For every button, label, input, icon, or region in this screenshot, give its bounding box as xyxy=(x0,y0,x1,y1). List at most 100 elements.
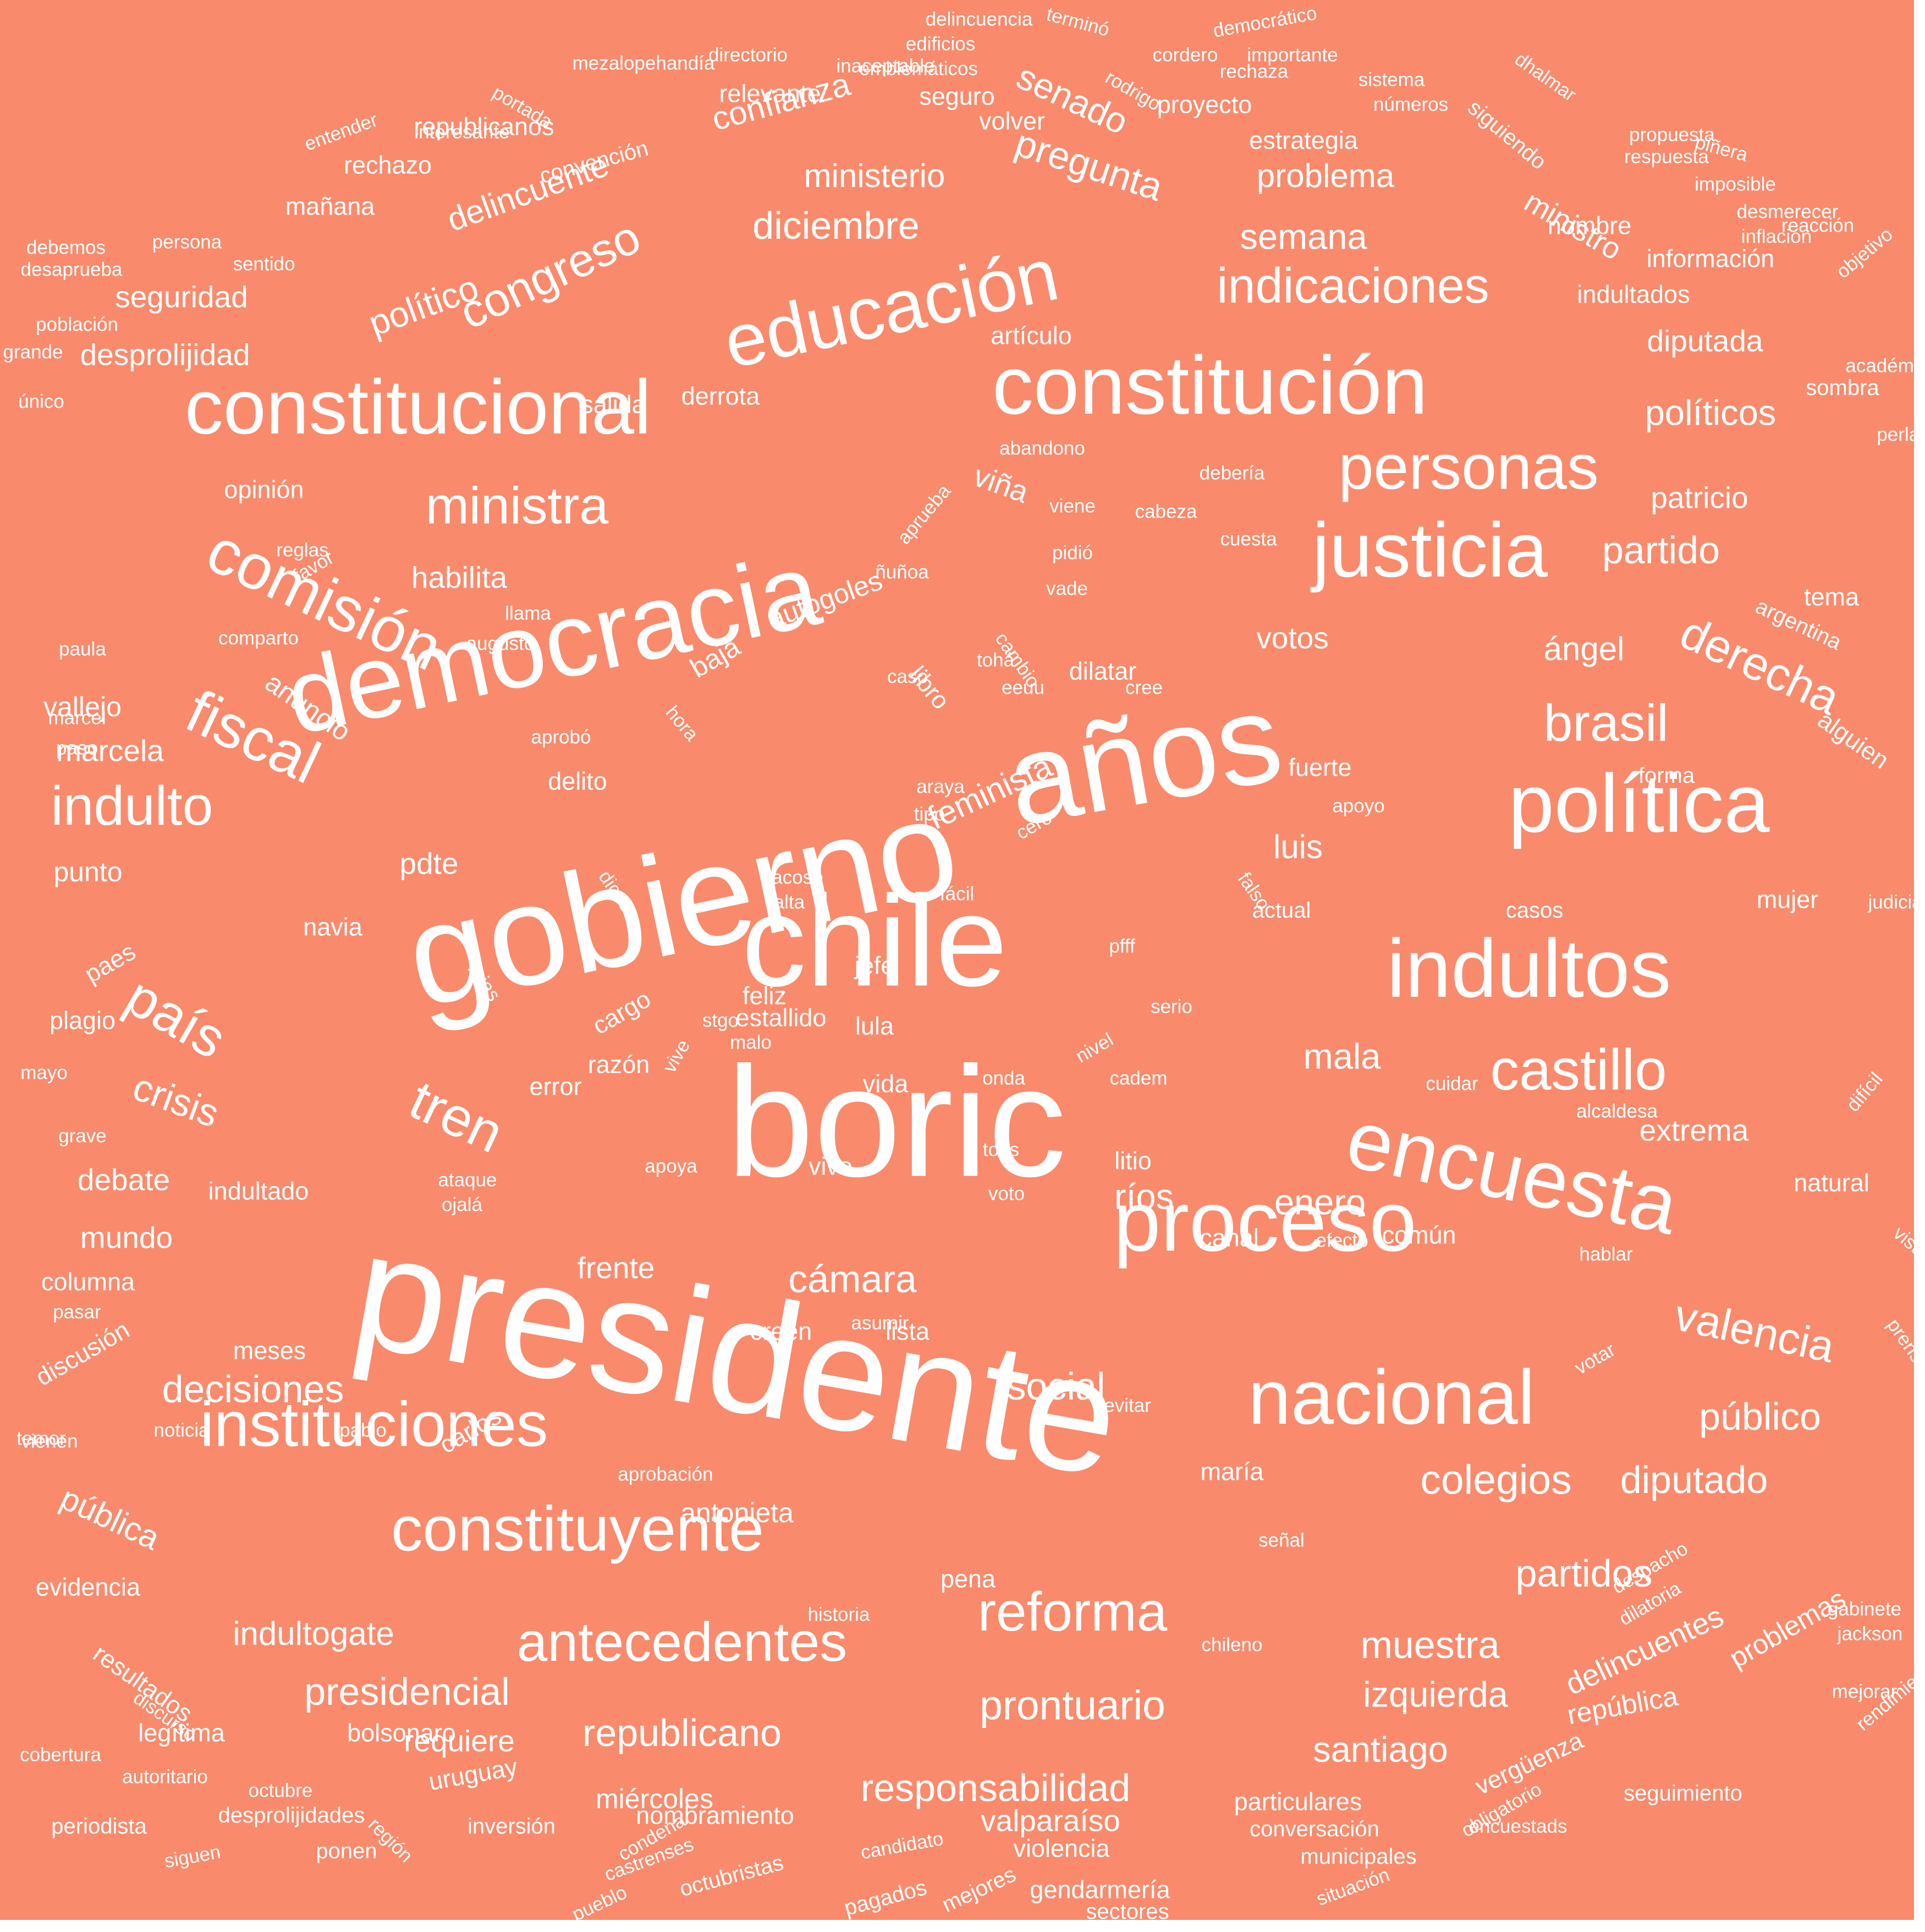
cloud-word: paula xyxy=(59,638,106,660)
cloud-word: fácil xyxy=(939,883,975,905)
cloud-word: santiago xyxy=(1313,1729,1448,1770)
cloud-word: pasar xyxy=(53,1301,101,1323)
cloud-word: aprobó xyxy=(531,726,591,748)
cloud-word: semana xyxy=(1240,216,1367,257)
cloud-word: jackson xyxy=(1837,1623,1903,1645)
cloud-word: salida xyxy=(581,390,646,419)
cloud-word: meses xyxy=(233,1336,306,1365)
cloud-word: patricio xyxy=(1651,480,1748,515)
cloud-word: historia xyxy=(807,1604,870,1626)
cloud-word: creen xyxy=(750,1317,812,1346)
cloud-word: indultogate xyxy=(233,1615,394,1652)
cloud-word: dilatar xyxy=(1069,657,1137,685)
cloud-word: indulto xyxy=(51,775,213,837)
cloud-word: personas xyxy=(1338,432,1599,503)
cloud-word: debemos xyxy=(26,237,106,259)
cloud-word: debate xyxy=(77,1162,170,1197)
cloud-word: seguimiento xyxy=(1624,1781,1742,1805)
cloud-word: estrategia xyxy=(1249,126,1358,155)
cloud-word: republicano xyxy=(582,1711,782,1754)
cloud-word: desaprueba xyxy=(20,259,123,281)
cloud-word: cuidar xyxy=(1426,1073,1478,1095)
cloud-word: judicial xyxy=(1868,891,1925,913)
cloud-word: evitar xyxy=(1104,1395,1151,1417)
cloud-word: ñuñoa xyxy=(875,561,929,583)
cloud-word: reglas xyxy=(276,539,329,561)
cloud-word: ríos xyxy=(1114,1176,1174,1217)
cloud-word: vade xyxy=(1046,578,1088,600)
cloud-word: feliz xyxy=(742,981,787,1010)
cloud-word: requiere xyxy=(404,1724,515,1758)
cloud-word: mujer xyxy=(1756,885,1819,914)
cloud-word: pena xyxy=(940,1565,996,1593)
cloud-word: inflación xyxy=(1741,226,1812,248)
cloud-word: canal xyxy=(1200,1223,1259,1252)
cloud-word: indultado xyxy=(208,1177,309,1205)
cloud-word: eeuu xyxy=(1002,677,1044,699)
cloud-word: nombramiento xyxy=(636,1801,794,1830)
cloud-word: propuesta xyxy=(1629,124,1715,146)
cloud-word: conversación xyxy=(1250,1817,1379,1841)
cloud-word: castillo xyxy=(1490,1038,1667,1102)
cloud-word: chile xyxy=(741,868,1008,1013)
cloud-word: apoya xyxy=(645,1155,697,1177)
cloud-word: seguridad xyxy=(115,279,248,314)
cloud-word: muestra xyxy=(1360,1623,1500,1666)
cloud-word: luis xyxy=(1273,828,1323,865)
cloud-word: mundo xyxy=(80,1220,173,1255)
cloud-word: información xyxy=(1646,244,1775,273)
cloud-word: seguro xyxy=(919,82,995,111)
cloud-word: serio xyxy=(1151,996,1192,1018)
cloud-word: octubre xyxy=(248,1780,313,1802)
cloud-word: instituciones xyxy=(200,1389,548,1460)
cloud-word: temor xyxy=(16,1428,66,1450)
cloud-word: ojalá xyxy=(442,1194,482,1216)
cloud-word: relevante xyxy=(719,79,821,108)
cloud-word: bolsonaro xyxy=(347,1719,456,1747)
cloud-word: pdte xyxy=(399,846,459,881)
cloud-word: directorio xyxy=(708,44,788,66)
cloud-word: pidió xyxy=(1052,542,1093,564)
cloud-word: decisiones xyxy=(162,1368,344,1410)
cloud-word: lula xyxy=(855,1012,894,1040)
cloud-word: actual xyxy=(1252,898,1311,923)
cloud-word: proceso xyxy=(1113,1173,1417,1269)
cloud-word: partido xyxy=(1602,529,1720,572)
cloud-word: extrema xyxy=(1639,1113,1749,1148)
cloud-word: brasil xyxy=(1543,694,1669,753)
cloud-word: edificios xyxy=(905,33,976,55)
cloud-word: vienen xyxy=(21,1430,78,1452)
cloud-word: desprolijidades xyxy=(218,1803,365,1827)
cloud-word: pablo xyxy=(339,1419,387,1441)
cloud-word: prontuario xyxy=(980,1682,1165,1728)
cloud-word: colegios xyxy=(1420,1456,1572,1503)
cloud-word: navia xyxy=(303,913,362,941)
cloud-word: mala xyxy=(1303,1036,1381,1077)
cloud-word: perlas xyxy=(1877,424,1925,446)
cloud-word: ponen xyxy=(316,1839,377,1863)
cloud-word: debería xyxy=(1199,462,1265,484)
cloud-word: cabeza xyxy=(1135,501,1197,523)
cloud-word: emblemáticos xyxy=(859,58,978,80)
cloud-word: grave xyxy=(58,1125,107,1147)
cloud-word: delincuencia xyxy=(925,8,1033,30)
cloud-word: municipales xyxy=(1300,1845,1417,1869)
cloud-word: tods xyxy=(982,1139,1020,1161)
cloud-word: ministra xyxy=(425,476,609,535)
cloud-word: araya xyxy=(916,776,965,798)
cloud-word: grande xyxy=(3,341,63,363)
cloud-word: reforma xyxy=(977,1581,1168,1643)
cloud-word: estallido xyxy=(735,1003,827,1032)
cloud-word: marcel xyxy=(48,707,106,729)
cloud-word: partidos xyxy=(1515,1552,1653,1595)
cloud-word: opinión xyxy=(224,475,304,504)
cloud-word: diputado xyxy=(1620,1458,1768,1501)
cloud-word: republicanos xyxy=(414,112,554,141)
cloud-word: forma xyxy=(1638,764,1695,788)
cloud-word: políticos xyxy=(1645,392,1777,433)
cloud-word: punto xyxy=(53,857,123,887)
cloud-word: chileno xyxy=(1201,1634,1263,1656)
cloud-word: antonieta xyxy=(680,1497,794,1528)
cloud-word: cree xyxy=(1125,677,1163,699)
